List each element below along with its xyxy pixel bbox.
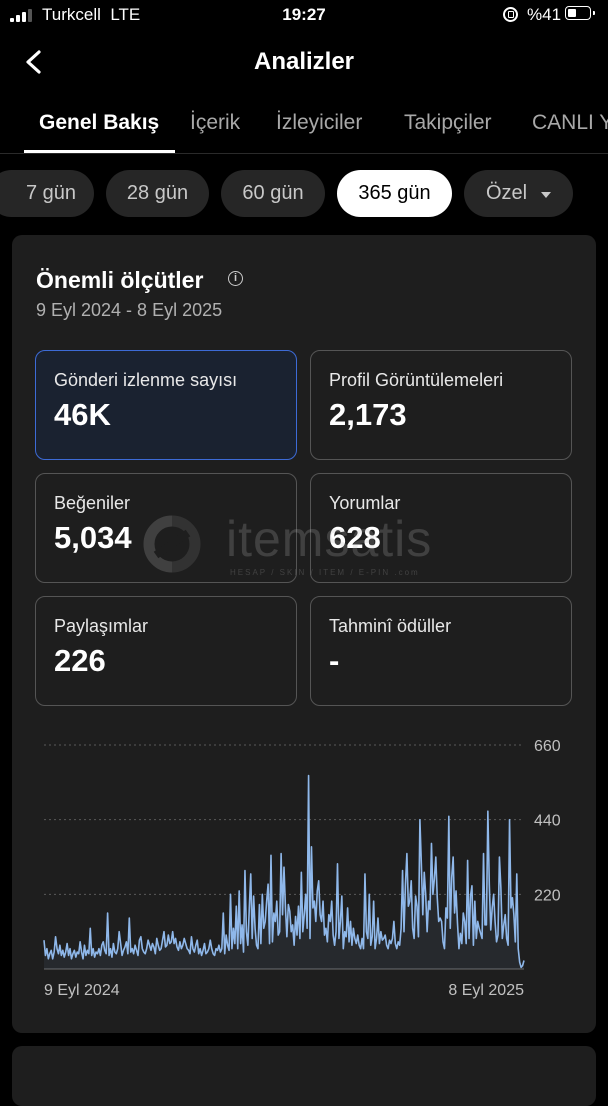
period-selector: 7 gün 28 gün 60 gün 365 gün Özel <box>0 170 608 218</box>
metric-label: Yorumlar <box>329 493 401 513</box>
active-tab-indicator <box>24 150 175 153</box>
rotation-lock-icon <box>503 7 518 22</box>
metric-label: Paylaşımlar <box>54 616 149 636</box>
metric-value: 226 <box>54 643 106 678</box>
period-60-days[interactable]: 60 gün <box>221 170 325 217</box>
metric-label: Gönderi izlenme sayısı <box>54 370 238 390</box>
metric-label: Tahminî ödüller <box>329 616 452 636</box>
tab-content[interactable]: İçerik <box>190 111 241 134</box>
tab-viewers[interactable]: İzleyiciler <box>276 111 363 134</box>
views-line-chart: 660 440 220 9 Eyl 2024 8 Eyl 2025 <box>43 738 561 999</box>
tab-followers[interactable]: Takipçiler <box>404 111 492 134</box>
next-card <box>12 1046 596 1106</box>
series-line <box>43 774 525 969</box>
battery-percent: %41 <box>527 5 562 24</box>
period-7-days[interactable]: 7 gün <box>0 170 94 217</box>
signal-strength-icon <box>10 9 32 22</box>
metric-post-views[interactable]: Gönderi izlenme sayısı 46K <box>35 350 297 460</box>
date-range: 9 Eyl 2024 - 8 Eyl 2025 <box>36 300 223 320</box>
metric-comments[interactable]: Yorumlar 628 <box>310 473 572 583</box>
period-365-days[interactable]: 365 gün <box>337 170 452 217</box>
x-start-label: 9 Eyl 2024 <box>44 982 120 999</box>
period-custom-label: Özel <box>485 182 528 204</box>
y-tick-label: 220 <box>534 887 561 904</box>
key-metrics-card: Önemli ölçütler i 9 Eyl 2024 - 8 Eyl 202… <box>12 235 596 1033</box>
page-title: Analizler <box>253 48 355 75</box>
metric-estimated-rewards[interactable]: Tahminî ödüller - <box>310 596 572 706</box>
period-28-days[interactable]: 28 gün <box>106 170 209 217</box>
y-tick-label: 440 <box>534 813 561 830</box>
metric-label: Beğeniler <box>54 493 131 513</box>
back-arrow-icon[interactable] <box>22 47 50 77</box>
metric-value: 46K <box>54 397 111 432</box>
tab-live[interactable]: CANLI Y <box>532 111 608 134</box>
network-label: LTE <box>110 5 141 24</box>
carrier-label: Turkcell LTE <box>42 5 141 24</box>
y-tick-label: 660 <box>534 738 561 755</box>
x-end-label: 8 Eyl 2025 <box>448 982 524 999</box>
metric-value: 2,173 <box>329 397 407 432</box>
metric-shares[interactable]: Paylaşımlar 226 <box>35 596 297 706</box>
period-custom[interactable]: Özel <box>464 170 573 217</box>
status-time: 19:27 <box>282 5 326 24</box>
battery-icon <box>565 6 595 20</box>
status-bar: Turkcell LTE 19:27 %41 <box>0 0 608 32</box>
tab-bar: Genel Bakış İçerik İzleyiciler Takipçile… <box>0 96 608 154</box>
metric-label: Profil Görüntülemeleri <box>329 370 504 390</box>
metric-value: - <box>329 643 340 678</box>
dropdown-caret-icon <box>541 191 552 198</box>
metric-profile-views[interactable]: Profil Görüntülemeleri 2,173 <box>310 350 572 460</box>
metric-likes[interactable]: Beğeniler 5,034 <box>35 473 297 583</box>
section-title: Önemli ölçütler <box>36 267 204 293</box>
tab-overview[interactable]: Genel Bakış <box>39 111 160 134</box>
metric-value: 5,034 <box>54 520 132 555</box>
metric-value: 628 <box>329 520 381 555</box>
info-icon[interactable]: i <box>228 271 243 286</box>
